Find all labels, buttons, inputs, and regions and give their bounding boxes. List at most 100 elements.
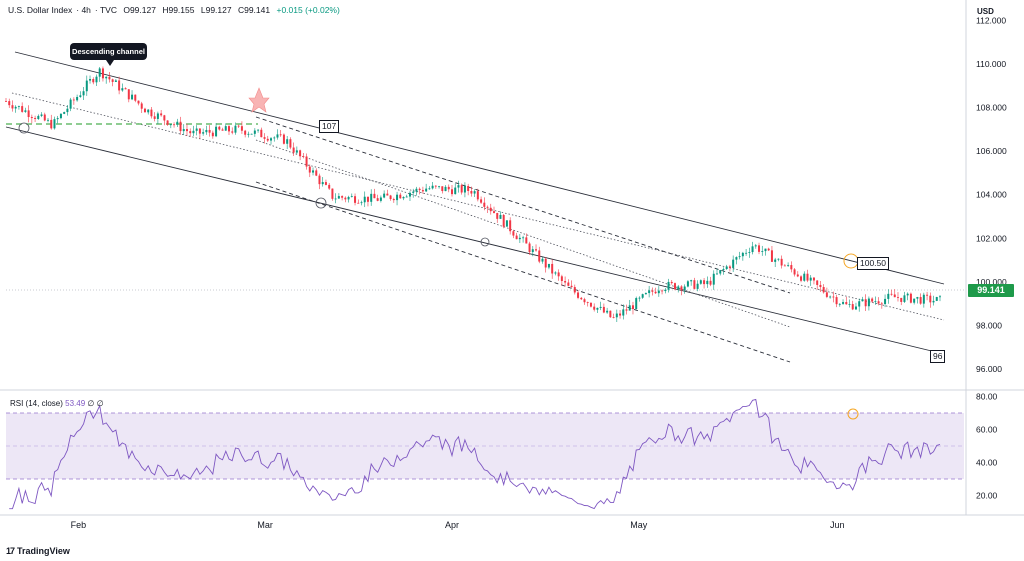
- price-tick-label: 98.000: [976, 321, 1002, 331]
- candle-body: [564, 281, 567, 283]
- candle-body: [379, 197, 382, 201]
- candle-body: [612, 317, 615, 319]
- candle-body: [140, 103, 143, 109]
- candle-body: [586, 302, 589, 304]
- candle-body: [421, 190, 424, 192]
- candle-body: [493, 211, 496, 213]
- candle-body: [573, 287, 576, 293]
- candle-body: [111, 79, 114, 82]
- candle-body: [447, 186, 450, 190]
- candle-body: [37, 115, 40, 119]
- candle-body: [153, 116, 156, 119]
- low-value: L99.127: [200, 5, 232, 15]
- candle-body: [842, 302, 845, 304]
- candle-body: [331, 188, 334, 199]
- candle-body: [835, 297, 838, 305]
- candle-body: [728, 266, 731, 268]
- candle-body: [606, 310, 609, 313]
- inner-channel-lower: [255, 181, 791, 363]
- candle-body: [822, 287, 825, 293]
- candle-body: [341, 196, 344, 198]
- time-tick-label: Mar: [257, 520, 273, 530]
- rsi-series: [9, 398, 941, 510]
- candle-body: [454, 187, 457, 195]
- open-value: O99.127: [123, 5, 156, 15]
- candle-body: [98, 68, 101, 77]
- candle-body: [583, 299, 586, 303]
- candle-body: [635, 298, 638, 310]
- rsi-line: [9, 398, 941, 510]
- candle-body: [770, 250, 773, 262]
- candle-body: [192, 130, 195, 134]
- candle-body: [838, 303, 841, 305]
- currency-label[interactable]: USD: [977, 7, 994, 16]
- candle-body: [76, 96, 79, 101]
- candle-body: [166, 120, 169, 125]
- candle-body: [473, 191, 476, 194]
- tradingview-logo[interactable]: 17 TradingView: [6, 546, 70, 556]
- candle-body: [829, 296, 832, 298]
- candle-body: [14, 106, 17, 109]
- channel-mid-line: [11, 92, 945, 321]
- candle-body: [234, 125, 237, 133]
- candle-body: [8, 101, 11, 106]
- candle-body: [754, 245, 757, 247]
- candle-body: [890, 293, 893, 295]
- price-tick-label: 106.000: [976, 146, 1007, 156]
- candle-body: [602, 306, 605, 313]
- candle-body: [221, 129, 224, 131]
- candle-body: [725, 266, 728, 270]
- candle-body: [30, 117, 33, 118]
- candle-body: [893, 294, 896, 298]
- candle-body: [121, 88, 124, 91]
- candle-body: [622, 309, 625, 316]
- candle-body: [292, 147, 295, 153]
- high-value: H99.155: [162, 5, 195, 15]
- candle-body: [105, 76, 108, 79]
- candle-body: [124, 88, 127, 90]
- rsi-title: RSI (14, close): [10, 399, 63, 408]
- candle-body: [305, 156, 308, 167]
- candle-body: [809, 277, 812, 281]
- rsi-legend[interactable]: RSI (14, close) 53.49 ∅ ∅: [10, 399, 104, 408]
- price-tick-label: 110.000: [976, 59, 1006, 69]
- candle-body: [909, 293, 912, 303]
- candle-body: [483, 202, 486, 207]
- candle-body: [777, 258, 780, 260]
- candle-body: [547, 263, 550, 268]
- level-tag-100-50[interactable]: 100.50: [857, 257, 889, 270]
- callout-descending-channel[interactable]: Descending channel: [70, 43, 147, 66]
- candle-body: [127, 89, 130, 100]
- candle-body: [693, 280, 696, 289]
- candle-body: [11, 105, 14, 109]
- candle-body: [17, 106, 20, 107]
- candle-body: [460, 185, 463, 193]
- candle-body: [654, 291, 657, 294]
- candle-body: [858, 301, 861, 307]
- time-axis: Feb Mar Apr May Jun: [71, 520, 845, 530]
- candle-body: [147, 109, 150, 113]
- current-price-badge: 99.141: [968, 284, 1014, 297]
- candle-body: [939, 296, 941, 298]
- candle-body: [467, 186, 470, 191]
- candle-body: [716, 273, 719, 275]
- candle-body: [79, 95, 82, 97]
- star-marker: [248, 87, 270, 113]
- candle-body: [312, 170, 315, 173]
- rsi-extra-1: ∅: [87, 399, 95, 408]
- channel-upper-line: [14, 51, 945, 285]
- candle-body: [570, 285, 573, 288]
- candle-body: [631, 305, 634, 310]
- candle-body: [53, 119, 56, 129]
- candle-body: [683, 286, 686, 291]
- symbol-name[interactable]: U.S. Dollar Index: [8, 5, 73, 15]
- candle-body: [845, 302, 848, 305]
- level-tag-107[interactable]: 107: [319, 120, 340, 133]
- price-tick-label: 102.000: [976, 233, 1007, 243]
- inner-channel-upper: [255, 116, 791, 294]
- tradingview-wordmark: TradingView: [17, 546, 70, 556]
- candle-body: [935, 296, 938, 301]
- interval[interactable]: 4h: [81, 5, 91, 15]
- level-tag-96[interactable]: 96: [930, 350, 946, 363]
